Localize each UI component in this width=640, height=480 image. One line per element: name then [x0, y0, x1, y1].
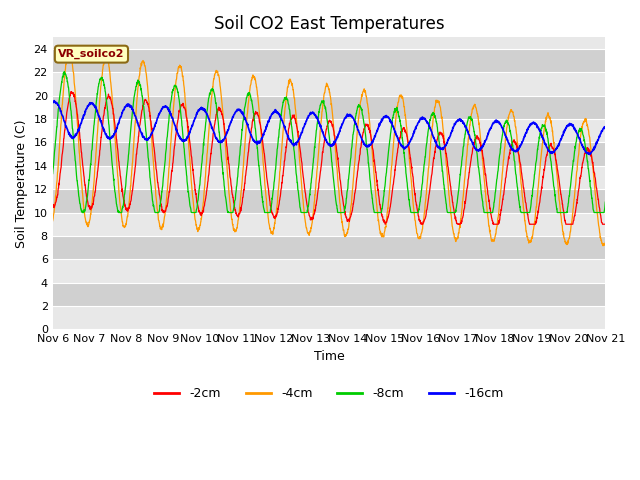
Bar — [52, 213, 605, 236]
Y-axis label: Soil Temperature (C): Soil Temperature (C) — [15, 119, 28, 248]
Bar — [52, 306, 605, 329]
Bar — [52, 49, 605, 72]
Bar — [52, 236, 605, 259]
X-axis label: Time: Time — [314, 350, 344, 363]
Bar — [52, 143, 605, 166]
Text: VR_soilco2: VR_soilco2 — [58, 49, 125, 60]
Bar — [52, 259, 605, 283]
Bar — [52, 72, 605, 96]
Legend: -2cm, -4cm, -8cm, -16cm: -2cm, -4cm, -8cm, -16cm — [150, 382, 509, 405]
Bar — [52, 283, 605, 306]
Bar — [52, 96, 605, 119]
Bar — [52, 189, 605, 213]
Title: Soil CO2 East Temperatures: Soil CO2 East Temperatures — [214, 15, 444, 33]
Bar — [52, 119, 605, 143]
Bar — [52, 166, 605, 189]
